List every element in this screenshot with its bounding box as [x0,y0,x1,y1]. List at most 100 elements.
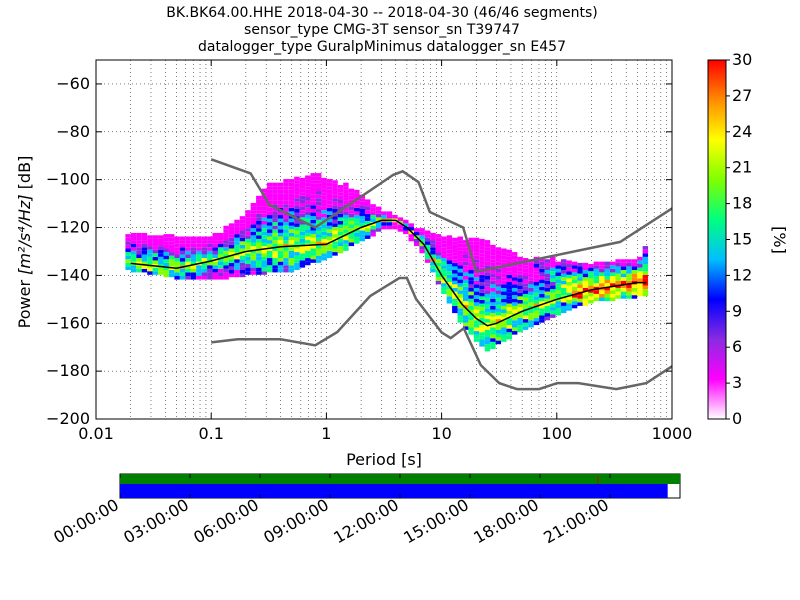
psd-cell [168,234,175,238]
psd-cell [435,277,442,281]
psd-cell [615,259,621,263]
psd-cell [457,258,463,262]
psd-cell [332,180,338,184]
psd-cell [348,242,355,247]
psd-cell [479,246,485,250]
psd-cell [479,285,485,290]
psd-cell [305,261,311,266]
psd-cell [539,308,545,312]
psd-cell [256,231,262,236]
psd-cell [310,176,316,181]
psd-cell [479,314,485,318]
psd-cell [462,247,469,251]
psd-cell [544,316,551,321]
psd-cell [321,192,327,196]
psd-cell [386,222,393,226]
psd-cell [130,258,137,262]
psd-cell [550,289,556,293]
psd-cell [626,287,632,292]
psd-cell [626,273,632,278]
psd-cell [631,277,638,281]
psd-cell [288,211,295,215]
psd-cell [310,244,316,249]
psd-cell [294,259,300,263]
psd-cell [326,179,333,183]
psd-cell [386,211,393,215]
psd-cell [136,268,142,273]
psd-cell [299,185,306,189]
psd-cell [266,218,273,223]
psd-cell [522,319,529,323]
psd-cell [185,272,191,276]
psd-cell [326,232,333,237]
psd-cell [299,253,306,257]
psd-cell [217,247,224,251]
psd-cell [441,261,447,266]
psd-cell [457,308,463,312]
psd-cell [343,243,349,248]
psd-cell [212,261,218,266]
psd-cell [168,241,175,245]
psd-cell [245,213,251,218]
psd-cell [266,236,273,241]
psd-cell [277,232,284,237]
psd-cell [163,244,169,249]
psd-cell [294,255,300,260]
psd-cell [473,305,480,310]
psd-cell [544,259,551,263]
psd-cell [511,252,518,256]
psd-cell [277,218,284,223]
colorbar-tick-label: 27 [732,86,752,105]
psd-cell [435,280,442,285]
psd-cell [484,286,491,291]
psd-cell [501,252,507,256]
psd-cell [370,232,376,237]
psd-cell [539,286,545,291]
timeline-tick-label: 00:00:00 [50,495,122,547]
psd-cell [430,268,436,273]
psd-cell [452,273,458,278]
psd-cell [473,291,480,296]
psd-cell [484,258,491,262]
psd-cell [631,262,638,267]
psd-cell [468,331,474,335]
psd-cell [310,212,316,217]
psd-cell [522,283,529,287]
psd-cell [495,272,502,276]
psd-cell [386,214,393,219]
psd-cell [196,247,202,251]
psd-cell [550,310,556,315]
psd-cell [468,270,474,274]
psd-cell [343,207,349,212]
psd-cell [528,320,534,324]
psd-cell [190,272,197,276]
colorbar-label: [%] [770,226,789,254]
psd-cell [256,246,262,250]
psd-cell [299,220,306,225]
psd-cell [266,250,273,255]
psd-cell [462,250,469,255]
psd-cell [321,256,327,261]
psd-cell [190,261,197,266]
psd-cell [283,207,289,212]
psd-cell [457,261,463,266]
psd-cell [473,280,480,285]
psd-cell [533,264,540,268]
psd-cell [196,272,202,276]
psd-cell [343,218,349,223]
psd-cell [506,281,512,286]
psd-cell [408,226,414,231]
psd-cell [517,307,523,311]
psd-cell [315,191,322,195]
psd-cell [234,273,240,278]
psd-cell [495,261,502,266]
psd-cell [245,267,251,272]
psd-cell [256,271,262,275]
psd-cell [490,259,496,263]
psd-cell [359,219,365,224]
psd-cell [212,232,218,237]
psd-cell [321,238,327,243]
psd-cell [609,275,616,280]
psd-cell [343,229,349,233]
